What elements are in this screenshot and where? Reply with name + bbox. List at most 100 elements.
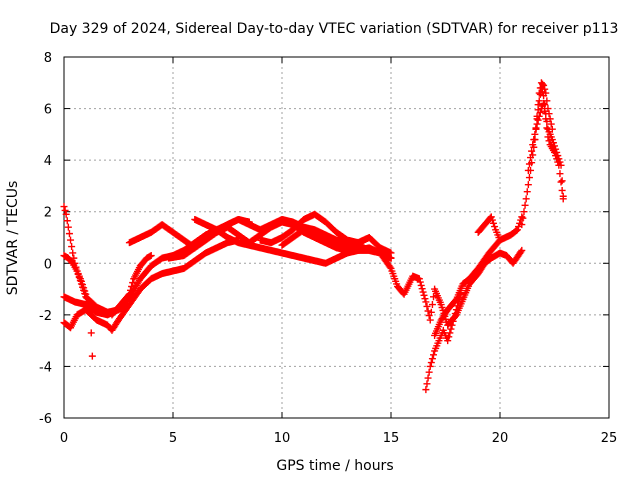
data-point bbox=[532, 124, 540, 132]
data-point bbox=[559, 195, 567, 203]
data-point bbox=[535, 89, 543, 97]
x-tick-label: 20 bbox=[492, 431, 509, 446]
data-point bbox=[69, 249, 77, 257]
data-point bbox=[422, 386, 430, 394]
data-point bbox=[453, 302, 461, 310]
data-point bbox=[62, 210, 70, 218]
data-point bbox=[60, 203, 68, 211]
data-point bbox=[541, 85, 549, 93]
data-point bbox=[415, 275, 423, 283]
data-point bbox=[553, 155, 561, 163]
data-point bbox=[540, 81, 548, 89]
y-tick-label: -2 bbox=[39, 309, 52, 324]
data-point bbox=[61, 206, 69, 214]
data-point bbox=[518, 213, 526, 221]
data-point bbox=[488, 216, 496, 224]
data-point bbox=[558, 186, 566, 194]
data-point bbox=[65, 230, 73, 238]
data-point bbox=[77, 280, 85, 288]
y-tick-label: 2 bbox=[44, 206, 52, 221]
y-axis-label: SDTVAR / TECUs bbox=[5, 181, 21, 296]
x-tick-label: 15 bbox=[383, 431, 400, 446]
data-point bbox=[76, 277, 84, 285]
data-point bbox=[491, 223, 499, 231]
x-tick-label: 10 bbox=[274, 431, 291, 446]
data-point bbox=[423, 380, 431, 388]
data-point bbox=[555, 161, 563, 169]
data-point bbox=[546, 115, 554, 123]
data-point bbox=[425, 368, 433, 376]
data-point bbox=[542, 89, 550, 97]
data-point bbox=[548, 136, 556, 144]
x-tick-label: 0 bbox=[60, 431, 68, 446]
data-point bbox=[524, 166, 532, 174]
data-point bbox=[518, 246, 526, 254]
data-point bbox=[73, 267, 81, 275]
data-point bbox=[447, 325, 455, 333]
y-tick-label: 4 bbox=[44, 154, 52, 169]
data-point bbox=[365, 234, 373, 241]
data-point bbox=[548, 125, 556, 133]
data-point bbox=[63, 217, 71, 225]
data-point bbox=[424, 307, 432, 315]
data-point bbox=[444, 337, 452, 345]
data-point bbox=[386, 263, 394, 271]
data-point bbox=[421, 295, 429, 303]
data-point bbox=[419, 288, 427, 296]
data-point bbox=[79, 283, 87, 291]
data-point bbox=[129, 279, 137, 287]
y-tick-label: 0 bbox=[44, 257, 52, 272]
y-tick-label: 6 bbox=[44, 103, 52, 118]
data-point bbox=[513, 227, 521, 235]
data-point bbox=[125, 290, 133, 298]
data-point bbox=[521, 201, 529, 209]
data-point bbox=[489, 219, 497, 227]
data-point bbox=[487, 213, 495, 221]
data-point bbox=[67, 236, 75, 244]
data-point bbox=[543, 97, 551, 105]
chart-title: Day 329 of 2024, Sidereal Day-to-day VTE… bbox=[50, 21, 619, 37]
data-point bbox=[87, 329, 95, 337]
data-point bbox=[448, 321, 456, 329]
data-point bbox=[445, 333, 453, 341]
data-point bbox=[430, 351, 438, 359]
data-point bbox=[428, 355, 436, 363]
data-point bbox=[529, 141, 537, 149]
data-point bbox=[522, 195, 530, 203]
data-point bbox=[417, 281, 425, 289]
x-tick-label: 5 bbox=[169, 431, 177, 446]
data-point bbox=[416, 278, 424, 286]
data-point bbox=[536, 108, 544, 116]
y-tick-label: -6 bbox=[39, 412, 52, 427]
data-point bbox=[554, 158, 562, 166]
data-point bbox=[81, 290, 89, 298]
data-point bbox=[147, 252, 155, 260]
data-point bbox=[446, 329, 454, 337]
data-point bbox=[128, 282, 136, 290]
y-tick-label: -4 bbox=[39, 360, 52, 375]
data-point bbox=[88, 352, 96, 360]
x-tick-label: 25 bbox=[601, 431, 618, 446]
y-tick-label: 8 bbox=[44, 51, 52, 66]
data-point bbox=[426, 316, 434, 324]
data-point bbox=[427, 359, 435, 367]
data-point bbox=[519, 214, 527, 222]
data-point bbox=[523, 188, 531, 196]
data-point bbox=[524, 181, 532, 189]
plot-frame bbox=[63, 56, 610, 419]
data-point bbox=[534, 116, 542, 124]
data-point bbox=[423, 302, 431, 310]
data-point bbox=[451, 310, 459, 318]
data-point bbox=[64, 223, 72, 231]
data-point bbox=[525, 160, 533, 168]
data-point bbox=[426, 362, 434, 370]
data-point bbox=[418, 285, 426, 293]
data-point bbox=[545, 110, 553, 118]
data-point bbox=[556, 170, 564, 178]
data-point bbox=[496, 236, 504, 244]
data-point bbox=[558, 177, 566, 185]
data-point bbox=[544, 105, 552, 113]
data-point bbox=[427, 308, 435, 316]
data-point bbox=[420, 291, 428, 299]
